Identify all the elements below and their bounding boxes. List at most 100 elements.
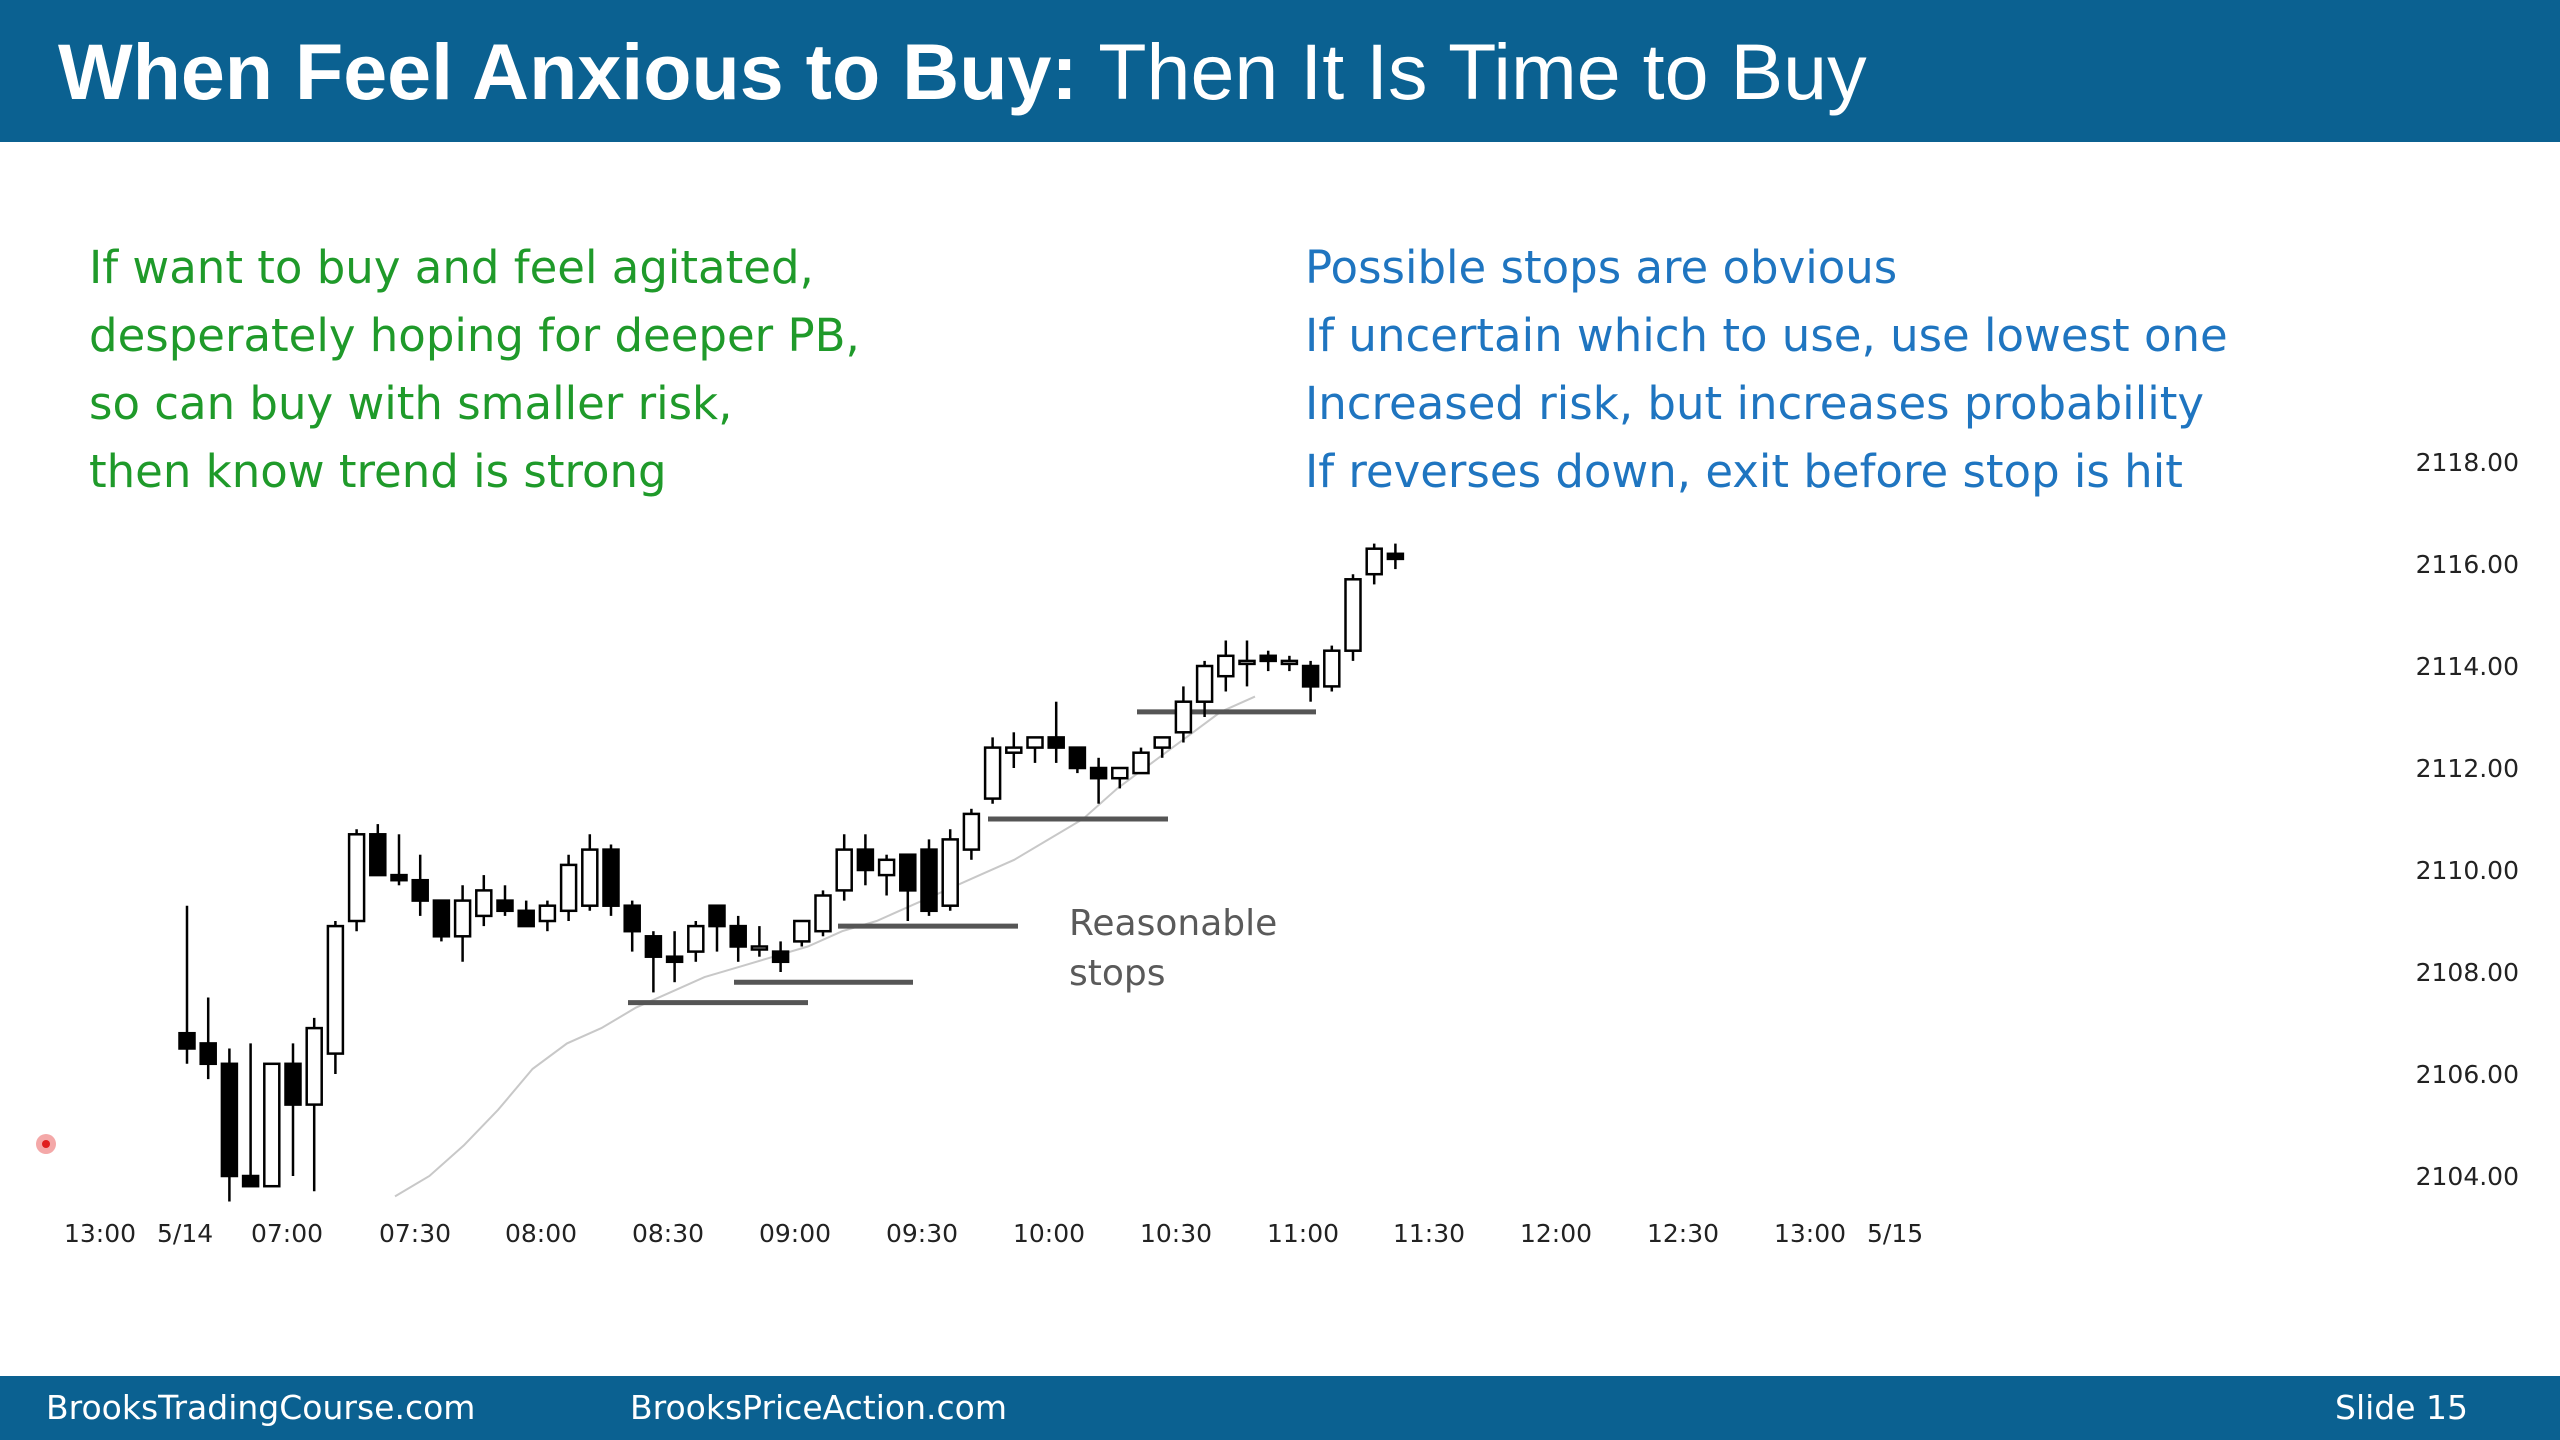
candlestick — [1195, 660, 1214, 717]
candlestick — [899, 853, 917, 921]
bear-candle-body — [369, 833, 387, 877]
x-tick-label: 13:00 — [1774, 1219, 1846, 1248]
bear-candle-body — [199, 1042, 217, 1066]
candlestick — [263, 1062, 281, 1188]
bull-candle-body — [559, 863, 578, 913]
y-tick-label: 2104.00 — [2416, 1162, 2519, 1191]
left-bullet-3: so can buy with smaller risk, — [89, 377, 733, 430]
bull-candle-body — [1111, 766, 1129, 780]
title-bold: When Feel Anxious to Buy: — [58, 27, 1078, 116]
y-axis: 2118.00 2116.00 2114.00 2112.00 2110.00 2108.… — [2416, 448, 2519, 1191]
bear-candle-body — [241, 1174, 260, 1188]
bear-candle-body — [644, 935, 663, 958]
bull-candle-body — [347, 833, 366, 923]
candlestick — [814, 890, 832, 937]
bull-candle-body — [1238, 659, 1256, 666]
candlestick — [750, 926, 769, 957]
candlestick — [369, 824, 387, 877]
candlestick — [877, 854, 896, 896]
right-bullet-2: If uncertain which to use, use lowest on… — [1305, 309, 2228, 362]
bull-candle-body — [1026, 736, 1044, 749]
candlestick — [538, 900, 557, 932]
x-axis: 13:00 5/14 07:00 07:30 08:00 08:30 09:00 09:30 1… — [64, 1219, 1923, 1248]
bull-candle-body — [1195, 664, 1214, 703]
x-tick-label: 5/15 — [1867, 1219, 1923, 1248]
bear-candle-body — [1068, 746, 1087, 770]
candlestick — [1323, 645, 1341, 692]
candlestick — [1386, 543, 1405, 570]
footer-site-1: BrooksTradingCourse.com — [46, 1388, 476, 1427]
candlestick — [581, 834, 599, 911]
candlestick — [1365, 543, 1383, 585]
price-chart: 2118.00 2116.00 2114.00 2112.00 2110.00 2108.… — [64, 448, 2519, 1248]
candlestick — [475, 875, 493, 927]
candlestick — [665, 931, 684, 983]
bear-candle-body — [178, 1031, 196, 1050]
y-tick-label: 2110.00 — [2416, 856, 2519, 885]
candlestick — [284, 1043, 302, 1176]
candlestick — [1068, 746, 1087, 774]
x-tick-label: 10:30 — [1140, 1219, 1212, 1248]
bear-candle-body — [517, 909, 535, 928]
bull-candle-body — [1280, 659, 1299, 666]
candlestick — [517, 900, 535, 928]
candlestick — [708, 904, 726, 952]
candlestick — [1047, 701, 1065, 763]
bull-candle-body — [877, 858, 896, 877]
bear-candle-body — [1301, 664, 1320, 688]
bull-candle-body — [475, 889, 493, 918]
y-tick-label: 2108.00 — [2416, 958, 2519, 987]
bull-candle-body — [793, 919, 811, 943]
x-tick-label: 07:30 — [379, 1219, 451, 1248]
left-bullet-1: If want to buy and feel agitated, — [89, 241, 814, 294]
candlestick — [1217, 640, 1235, 692]
ema-line — [394, 695, 1256, 1198]
candles-layer — [178, 543, 1405, 1202]
x-tick-label: 13:00 — [64, 1219, 136, 1248]
bear-candle-body — [390, 873, 408, 882]
bear-candle-body — [623, 904, 641, 933]
candlestick — [411, 854, 429, 916]
candlestick — [432, 899, 451, 942]
bear-candle-body — [220, 1062, 239, 1178]
right-bullet-1: Possible stops are obvious — [1305, 241, 1898, 294]
slide-number: Slide 15 — [2335, 1388, 2469, 1427]
bull-candle-body — [941, 838, 959, 907]
bull-candle-body — [1005, 746, 1023, 754]
right-bullet-3: Increased risk, but increases probabilit… — [1305, 377, 2204, 430]
candlestick — [1111, 766, 1129, 789]
slide-title: When Feel Anxious to Buy: Then It Is Tim… — [58, 18, 1867, 126]
x-tick-label: 5/14 — [157, 1219, 213, 1248]
candlestick — [1089, 757, 1108, 804]
candlestick — [496, 885, 514, 916]
candlestick — [941, 829, 959, 911]
bull-candle-body — [538, 904, 557, 923]
bear-candle-body — [602, 848, 620, 907]
x-tick-label: 12:00 — [1520, 1219, 1592, 1248]
slide-header: When Feel Anxious to Buy: Then It Is Tim… — [0, 0, 2560, 142]
bull-candle-body — [581, 848, 599, 907]
candlestick — [983, 737, 1002, 804]
candlestick — [1005, 732, 1023, 768]
bull-candle-body — [326, 924, 345, 1055]
bear-candle-body — [1259, 654, 1277, 663]
candlestick — [1280, 655, 1299, 672]
candlestick — [178, 905, 196, 1064]
bear-candle-body — [665, 955, 684, 964]
candlestick — [390, 834, 408, 886]
candlestick — [559, 854, 578, 921]
candlestick — [1174, 686, 1193, 743]
candlestick — [347, 829, 366, 932]
x-tick-label: 08:00 — [505, 1219, 577, 1248]
bull-candle-body — [1217, 654, 1235, 678]
y-tick-label: 2114.00 — [2416, 652, 2519, 681]
bear-candle-body — [496, 899, 514, 913]
candlestick — [793, 919, 811, 947]
laser-pointer-icon — [36, 1134, 56, 1154]
bear-candle-body — [411, 878, 429, 902]
bear-candle-body — [729, 924, 747, 948]
bear-candle-body — [771, 950, 790, 964]
bull-candle-body — [1132, 751, 1150, 775]
candlestick — [453, 885, 472, 962]
candlestick — [602, 844, 620, 916]
